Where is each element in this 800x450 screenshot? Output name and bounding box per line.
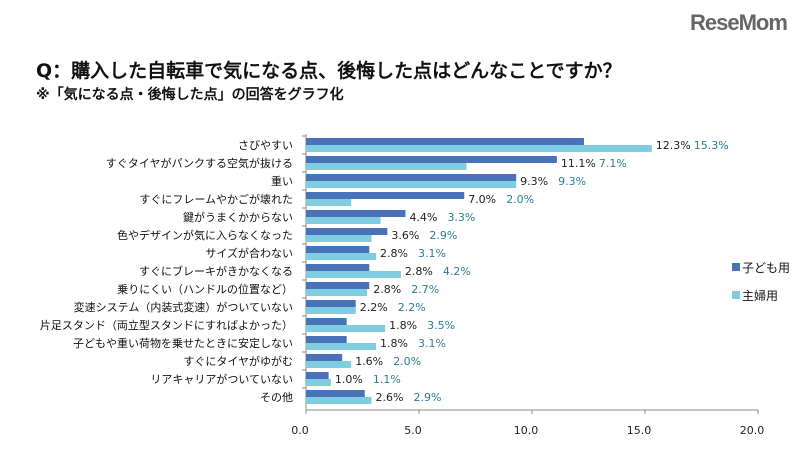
value-label-shufu: 3.1%: [418, 247, 446, 260]
value-label-shufu: 2.7%: [411, 283, 439, 296]
bar-kodomo: [306, 354, 343, 361]
value-label-kodomo: 7.0%: [468, 193, 496, 206]
bar-shufu: [306, 253, 377, 260]
bar-shufu: [306, 289, 368, 296]
chart-subtitle: ※「気になる点・後悔した点」の回答をグラフ化: [36, 87, 344, 103]
category-label: すぐタイヤがパンクする空気が抜ける: [106, 156, 293, 170]
bar-shufu: [306, 343, 377, 350]
value-label-kodomo: 9.3%: [520, 175, 548, 188]
value-label-kodomo: 2.8%: [380, 247, 408, 260]
x-tick-label: 10.0: [514, 424, 539, 437]
bar-shufu: [306, 217, 381, 224]
x-tick-label: 20.0: [740, 424, 765, 437]
bar-shufu: [306, 199, 352, 206]
category-label: 変速システム（内装式変速）がついていない: [74, 300, 293, 314]
value-label-kodomo: 1.6%: [355, 355, 383, 368]
legend-label: 子ども用: [742, 261, 790, 275]
category-label: すぐにブレーキがきかなくなる: [139, 264, 293, 278]
x-tick-label: 5.0: [404, 424, 422, 437]
bar-kodomo: [306, 174, 517, 181]
value-label-shufu: 15.3%: [694, 139, 729, 152]
category-label: サイズが合わない: [205, 246, 293, 260]
category-label: その他: [260, 391, 293, 404]
resemom-logo: ReseMom: [690, 10, 788, 35]
value-label-kodomo: 2.8%: [405, 265, 433, 278]
x-tick-label: 15.0: [627, 424, 652, 437]
value-label-shufu: 3.1%: [418, 337, 446, 350]
bar-shufu: [306, 145, 652, 152]
bar-shufu: [306, 397, 372, 404]
bar-kodomo: [306, 192, 465, 199]
bar-shufu: [306, 271, 401, 278]
category-label: 色やデザインが気に入らなくなった: [117, 228, 293, 242]
category-label: すぐにフレームやかごが壊れた: [139, 192, 293, 206]
value-label-kodomo: 1.8%: [380, 337, 408, 350]
category-label: リアキャリアがついていない: [150, 372, 293, 386]
category-label: すぐにタイヤがゆがむ: [183, 354, 293, 368]
value-label-shufu: 3.3%: [447, 211, 475, 224]
bar-kodomo: [306, 282, 370, 289]
value-label-kodomo: 1.8%: [389, 319, 417, 332]
bar-kodomo: [306, 336, 347, 343]
value-label-kodomo: 2.8%: [373, 283, 401, 296]
value-label-shufu: 1.1%: [373, 373, 401, 386]
bar-shufu: [306, 379, 331, 386]
category-label: 鍵がうまくかからない: [183, 210, 293, 224]
bar-kodomo: [306, 228, 388, 235]
value-label-kodomo: 12.3%: [656, 139, 691, 152]
bar-shufu: [306, 361, 352, 368]
value-label-shufu: 2.0%: [506, 193, 534, 206]
value-label-shufu: 4.2%: [443, 265, 471, 278]
bar-kodomo: [306, 318, 347, 325]
value-label-shufu: 2.2%: [398, 301, 426, 314]
bar-kodomo: [306, 246, 370, 253]
x-tick-label: 0.0: [291, 424, 309, 437]
bar-kodomo: [306, 390, 365, 397]
value-label-shufu: 2.0%: [393, 355, 421, 368]
value-label-kodomo: 2.2%: [360, 301, 388, 314]
legend-label: 主婦用: [742, 288, 778, 303]
value-label-shufu: 2.9%: [429, 229, 457, 242]
chart-title: Q：購入した自転車で気になる点、後悔した点はどんなことですか？: [36, 60, 622, 82]
category-label: 乗りにくい（ハンドルの位置など）: [117, 282, 293, 296]
bar-kodomo: [306, 138, 584, 145]
value-label-kodomo: 11.1%: [561, 157, 596, 170]
value-label-kodomo: 1.0%: [335, 373, 363, 386]
bar-kodomo: [306, 210, 406, 217]
category-label: さびやすい: [238, 139, 293, 152]
value-label-shufu: 9.3%: [558, 175, 586, 188]
value-label-shufu: 7.1%: [599, 157, 627, 170]
legend-swatch: [732, 263, 740, 271]
bar-shufu: [306, 163, 467, 170]
value-label-kodomo: 2.6%: [376, 391, 404, 404]
value-label-kodomo: 4.4%: [409, 211, 437, 224]
bar-shufu: [306, 325, 386, 332]
bar-shufu: [306, 181, 517, 188]
bar-kodomo: [306, 300, 356, 307]
bar-kodomo: [306, 264, 370, 271]
bar-shufu: [306, 307, 356, 314]
value-label-shufu: 2.9%: [414, 391, 442, 404]
legend-swatch: [732, 291, 740, 299]
bar-kodomo: [306, 156, 557, 163]
category-label: 片足スタンド（両立型スタンドにすればよかった）: [40, 318, 293, 332]
value-label-kodomo: 3.6%: [391, 229, 419, 242]
bar-kodomo: [306, 372, 329, 379]
category-label: 子どもや重い荷物を乗せたときに安定しない: [73, 336, 293, 350]
category-label: 重い: [271, 174, 293, 188]
value-label-shufu: 3.5%: [427, 319, 455, 332]
bar-shufu: [306, 235, 372, 242]
